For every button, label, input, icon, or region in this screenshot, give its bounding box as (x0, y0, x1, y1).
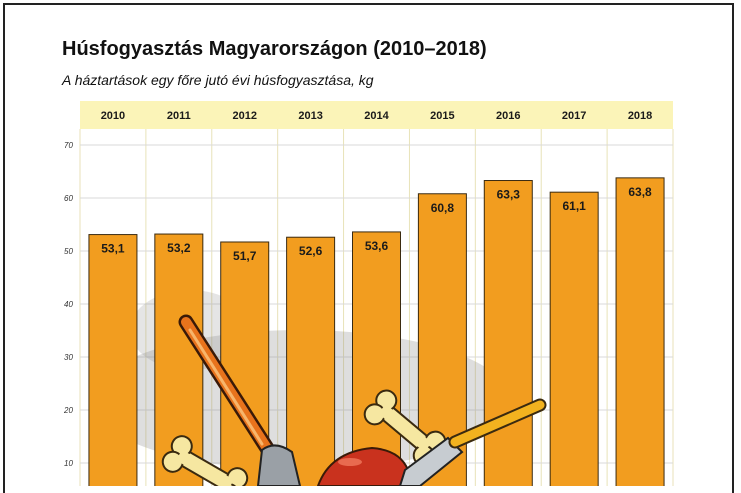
value-label-2011: 53,2 (167, 241, 191, 255)
bar-2010 (88, 234, 138, 486)
y-tick-label: 50 (64, 247, 73, 256)
value-label-2010: 53,1 (101, 242, 125, 256)
value-label-2017: 61,1 (562, 199, 586, 213)
x-label-2010: 2010 (101, 110, 125, 122)
x-label-2018: 2018 (628, 110, 652, 122)
value-label-2015: 60,8 (431, 201, 455, 215)
chart-subtitle: A háztartások egy főre jutó évi húsfogya… (62, 72, 374, 88)
y-tick-label: 20 (63, 406, 73, 415)
bar-2018 (615, 177, 665, 486)
meat-skewer-illustration (161, 314, 547, 486)
x-label-2016: 2016 (496, 110, 520, 122)
y-tick-label: 30 (64, 353, 73, 362)
bone-icon (363, 389, 447, 467)
bar-2013 (286, 236, 336, 486)
value-label-2012: 51,7 (233, 249, 257, 263)
y-tick-label: 60 (64, 194, 73, 203)
x-label-2017: 2017 (562, 110, 586, 122)
fork-head (256, 444, 302, 486)
sausage (316, 446, 412, 486)
bar-2014 (352, 231, 401, 486)
year-header-band (80, 101, 673, 129)
x-label-2015: 2015 (430, 110, 454, 122)
y-tick-label: 10 (64, 459, 73, 468)
bar-2017 (549, 191, 599, 486)
x-label-2014: 2014 (364, 110, 389, 122)
y-axis-ticks: 10 20 30 40 50 60 70 (63, 141, 73, 468)
knife-handle (450, 400, 545, 447)
x-axis-labels: 2010 2011 2012 2013 2014 2015 2016 2017 2018 (101, 110, 653, 122)
value-label-2014: 53,6 (365, 239, 389, 253)
value-label-2013: 52,6 (299, 244, 323, 258)
bone-icon (161, 435, 249, 486)
header-band (80, 101, 673, 129)
fork-handle-highlight (188, 328, 264, 446)
x-label-2011: 2011 (167, 110, 191, 122)
x-label-2013: 2013 (298, 110, 322, 122)
value-label-2018: 63,8 (628, 185, 652, 199)
bars (88, 177, 665, 486)
bar-2016 (483, 180, 533, 486)
y-tick-label: 70 (64, 141, 73, 150)
value-label-2016: 63,3 (497, 188, 521, 202)
value-labels: 53,1 53,2 51,7 52,6 53,6 60,8 63,3 61,1 63,8 (101, 185, 652, 263)
knife-blade (398, 436, 464, 486)
chart-title: Húsfogyasztás Magyarországon (2010–2018) (62, 38, 487, 60)
x-label-2012: 2012 (232, 110, 256, 122)
sausage-highlight (338, 458, 362, 466)
y-tick-label: 40 (64, 300, 73, 309)
